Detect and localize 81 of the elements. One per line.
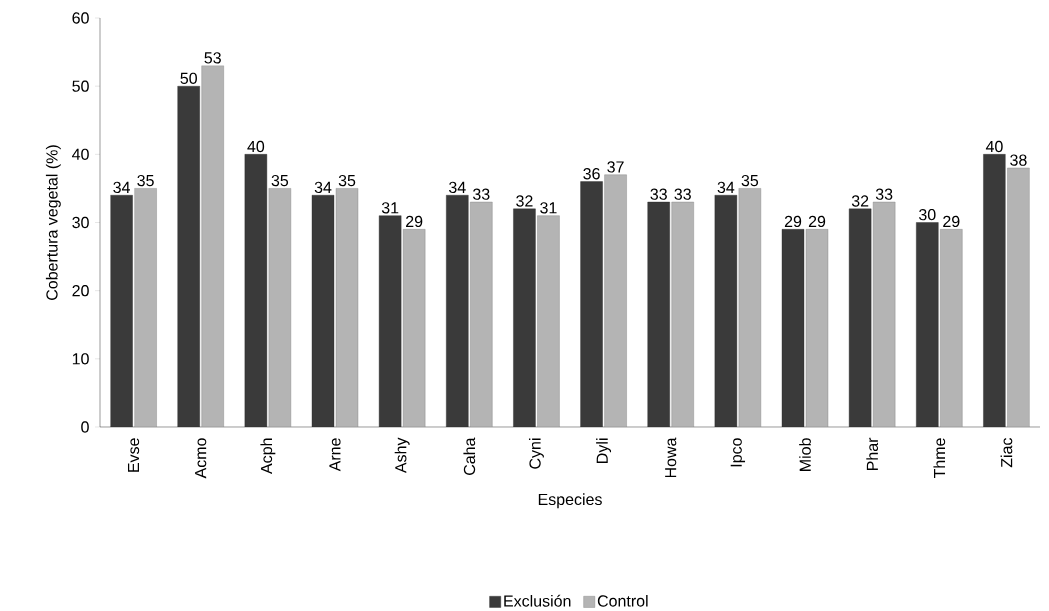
y-tick-label: 60: [72, 12, 89, 24]
bar: [470, 201, 493, 427]
data-label: 35: [338, 174, 356, 187]
bar: [848, 208, 872, 427]
data-label: 32: [516, 195, 533, 207]
y-axis-title: Cobertura vegetal (%): [45, 145, 61, 300]
data-label: 34: [449, 181, 466, 194]
bar: [446, 195, 469, 427]
bar: [805, 229, 829, 427]
data-label: 35: [271, 174, 289, 187]
data-label: 29: [784, 215, 802, 228]
x-tick-label: Thme: [933, 438, 946, 479]
bar: [983, 154, 1006, 427]
bar: [268, 188, 292, 427]
data-label: 38: [1010, 154, 1027, 166]
x-tick-label: Dyli: [596, 438, 612, 463]
bar: [604, 174, 627, 427]
data-label: 33: [473, 188, 490, 200]
data-label: 31: [540, 202, 557, 214]
x-tick-label: Evse: [127, 438, 140, 472]
x-tick-label: Howa: [665, 437, 677, 478]
data-label: 53: [204, 52, 221, 64]
data-label: 40: [247, 140, 265, 153]
y-tick-label: 0: [81, 421, 89, 433]
bar: [177, 85, 200, 427]
legend-label: Control: [597, 594, 648, 607]
y-tick-label: 20: [72, 285, 89, 297]
data-label: 36: [583, 168, 600, 180]
x-tick-label: Ipco: [730, 438, 746, 467]
data-label: 40: [985, 140, 1003, 153]
data-label: 29: [808, 215, 826, 228]
bar: [781, 229, 805, 427]
bar: [335, 188, 359, 427]
y-tick-label: 30: [72, 216, 89, 229]
data-label: 30: [919, 208, 936, 221]
x-tick-label: Phar: [866, 437, 879, 471]
data-label: 50: [180, 72, 197, 84]
x-tick-label: Caha: [463, 437, 476, 475]
bar: [714, 195, 738, 427]
bar: [671, 201, 694, 427]
data-label: 33: [875, 188, 893, 200]
bar: [110, 195, 133, 427]
x-tick-label: Cyni: [528, 438, 544, 469]
bar: [537, 215, 560, 427]
bar: [201, 65, 224, 427]
bar: [916, 222, 939, 427]
data-label: 29: [943, 215, 960, 228]
bar: [1007, 167, 1030, 427]
x-tick-label: Arne: [329, 438, 341, 472]
bar: [378, 215, 402, 427]
x-tick-label: Ashy: [394, 437, 410, 474]
bar: [244, 154, 268, 427]
data-label: 33: [650, 188, 667, 200]
y-tick-label: 50: [72, 80, 89, 92]
data-label: 34: [113, 181, 130, 194]
bar: [134, 188, 157, 427]
bar: [580, 181, 603, 427]
data-label: 34: [314, 181, 332, 194]
legend-label: Exclusión: [504, 594, 571, 607]
data-label: 35: [741, 174, 759, 187]
bar: [311, 195, 335, 427]
bar: [402, 229, 426, 427]
data-label: 29: [406, 215, 423, 228]
x-tick-label: Miob: [799, 438, 811, 471]
data-label: 32: [851, 195, 869, 207]
bar: [738, 188, 762, 427]
data-label: 33: [674, 188, 691, 200]
x-axis-title: Especies: [538, 493, 602, 509]
x-tick-label: Ziac: [1000, 437, 1013, 468]
bar: [513, 208, 536, 427]
bar: [940, 229, 963, 427]
bar: [872, 201, 896, 427]
bar: [647, 201, 670, 427]
data-label: 31: [381, 202, 399, 214]
x-tick-label: Acph: [260, 438, 276, 474]
y-tick-label: 10: [72, 353, 89, 365]
data-label: 37: [607, 161, 624, 173]
y-tick-label: 40: [72, 148, 89, 160]
data-label: 35: [137, 174, 154, 187]
data-label: 34: [717, 181, 735, 194]
x-tick-label: Acmo: [195, 438, 207, 479]
